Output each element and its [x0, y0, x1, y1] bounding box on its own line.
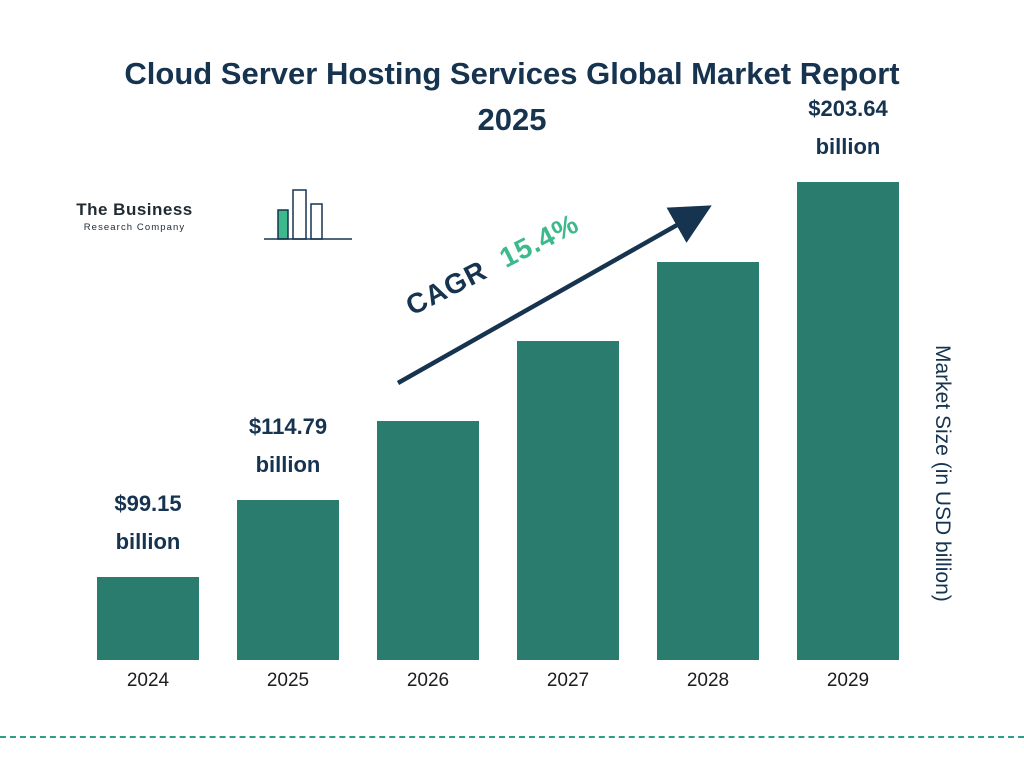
- chart-title: Cloud Server Hosting Services Global Mar…: [124, 55, 900, 138]
- company-logo-subname: Research Company: [83, 222, 186, 233]
- value-label-2025: $114.79 billion: [188, 408, 388, 484]
- value-unit: billion: [115, 529, 181, 554]
- x-tick-2026: 2026: [406, 670, 450, 691]
- bar-2024: [97, 577, 199, 660]
- x-tick-2027: 2027: [546, 670, 590, 691]
- x-tick-2029: 2029: [826, 670, 870, 691]
- bottom-dashed-divider: [0, 736, 1024, 738]
- bar-2029: [797, 182, 899, 660]
- value-label-2029: $203.64 billion: [748, 90, 948, 166]
- value-amount: $114.79: [248, 414, 328, 439]
- value-amount: $99.15: [114, 491, 182, 516]
- x-tick-2025: 2025: [266, 670, 310, 691]
- bar-2027: [517, 341, 619, 660]
- company-logo: The Business Research Company: [72, 189, 352, 250]
- x-tick-2028: 2028: [686, 670, 730, 691]
- value-label-2024: $99.15 billion: [48, 485, 248, 561]
- bar-2025: [237, 500, 339, 660]
- bar-2026: [377, 421, 479, 660]
- value-unit: billion: [815, 134, 881, 159]
- company-logo-name: The Business: [76, 200, 193, 219]
- bar-2028: [657, 262, 759, 660]
- x-tick-2024: 2024: [126, 670, 170, 691]
- value-unit: billion: [255, 452, 321, 477]
- y-axis-label: Market Size (in USD billion): [931, 345, 954, 602]
- company-logo-bars-icon: [194, 182, 354, 257]
- company-logo-text: The Business Research Company: [72, 200, 197, 233]
- value-amount: $203.64: [808, 96, 888, 121]
